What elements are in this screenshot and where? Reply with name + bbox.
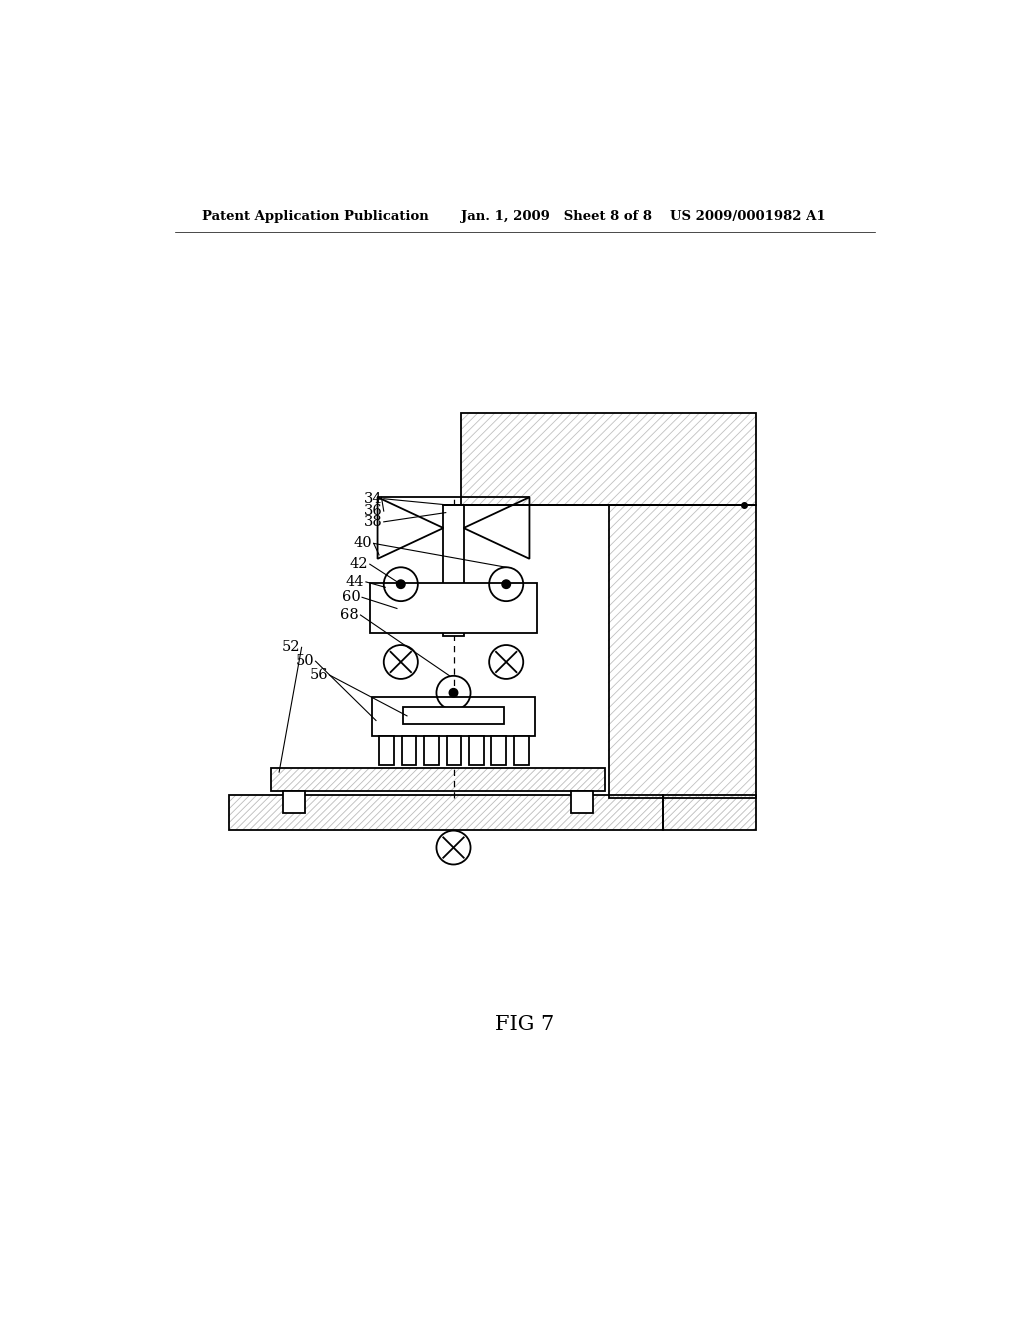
Circle shape bbox=[502, 579, 510, 589]
Text: Patent Application Publication: Patent Application Publication bbox=[202, 210, 428, 223]
Text: 40: 40 bbox=[353, 536, 372, 550]
Bar bbox=[403, 708, 504, 725]
Bar bbox=[228, 795, 663, 830]
Bar bbox=[461, 413, 756, 506]
Text: 52: 52 bbox=[282, 640, 300, 655]
Text: 56: 56 bbox=[309, 668, 328, 682]
Bar bbox=[608, 506, 756, 797]
Bar bbox=[401, 737, 417, 766]
Text: 68: 68 bbox=[340, 609, 359, 622]
Bar bbox=[446, 737, 461, 766]
Circle shape bbox=[396, 579, 406, 589]
Text: 50: 50 bbox=[295, 655, 314, 668]
Bar bbox=[370, 583, 538, 634]
Bar bbox=[443, 506, 464, 636]
Bar bbox=[379, 737, 394, 766]
Bar bbox=[514, 737, 528, 766]
Text: US 2009/0001982 A1: US 2009/0001982 A1 bbox=[671, 210, 826, 223]
Text: 34: 34 bbox=[364, 492, 382, 506]
Bar bbox=[663, 795, 756, 830]
Circle shape bbox=[450, 689, 458, 697]
Bar bbox=[424, 737, 438, 766]
Bar bbox=[283, 792, 305, 813]
Bar bbox=[372, 697, 535, 737]
Text: 60: 60 bbox=[342, 590, 360, 605]
Bar bbox=[571, 792, 593, 813]
Text: Jan. 1, 2009   Sheet 8 of 8: Jan. 1, 2009 Sheet 8 of 8 bbox=[461, 210, 652, 223]
Bar bbox=[492, 737, 506, 766]
Text: 44: 44 bbox=[346, 576, 365, 589]
Text: FIG 7: FIG 7 bbox=[496, 1015, 554, 1034]
Text: 42: 42 bbox=[350, 557, 369, 572]
Text: 36: 36 bbox=[364, 504, 382, 517]
Bar bbox=[271, 768, 604, 792]
Bar bbox=[469, 737, 483, 766]
Text: 38: 38 bbox=[364, 515, 382, 529]
